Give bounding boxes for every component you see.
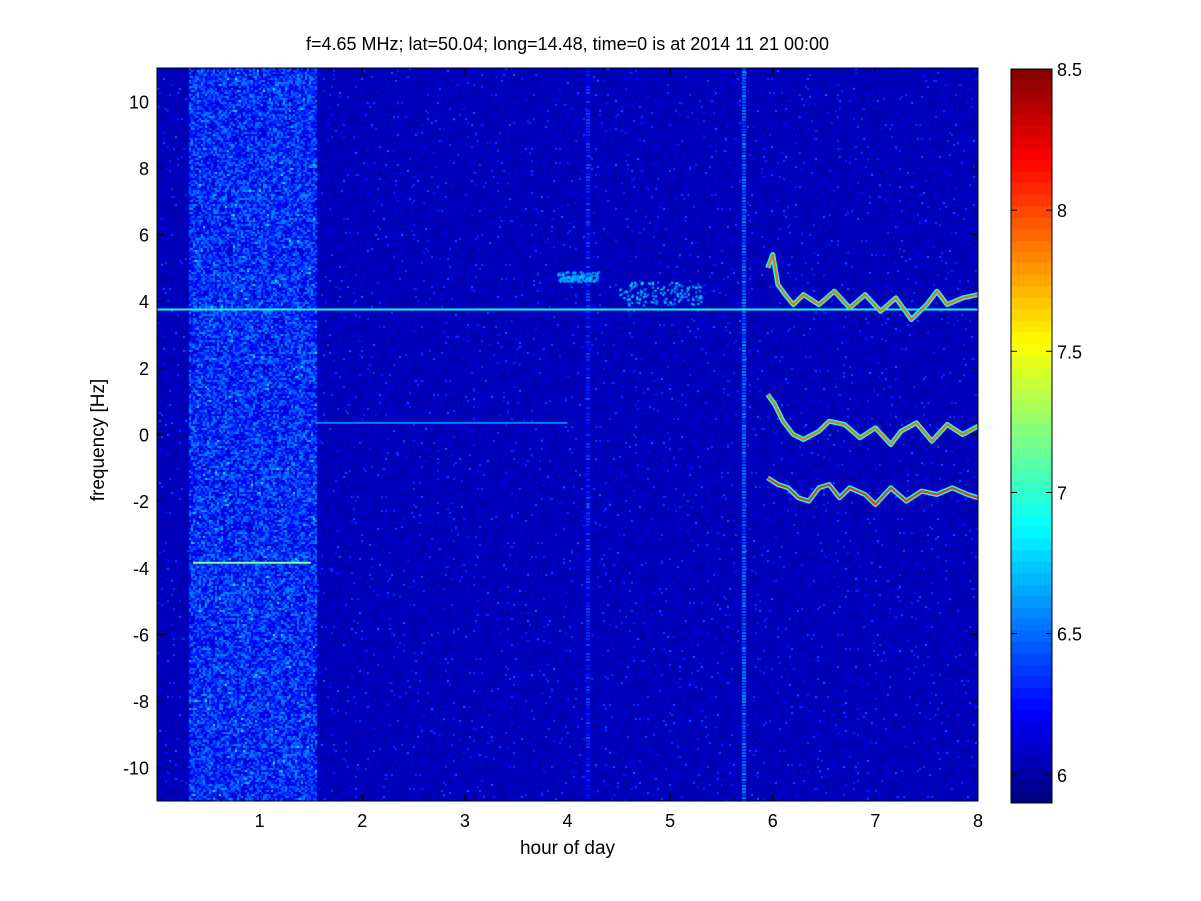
colorbar-tick-label: 6 [1057,766,1067,786]
doppler-trace-6 [766,253,979,321]
colorbar [1011,69,1052,803]
y-tick-label: -2 [133,492,149,512]
y-tick-label: 2 [139,359,149,379]
doppler-trace-8 [767,476,979,506]
y-tick-label: 10 [129,92,149,112]
x-tick-label: 4 [562,811,572,831]
colorbar-tick-label: 8 [1057,201,1067,221]
doppler-trace-7 [766,393,979,446]
colorbar-tick-label: 6.5 [1057,625,1082,645]
colorbar-frame [1010,68,1053,804]
y-tick-label: 6 [139,226,149,246]
y-tick-label: -6 [133,625,149,645]
x-tick-label: 8 [973,811,983,831]
y-tick-label: -10 [123,759,149,779]
y-tick-label: 0 [139,426,149,446]
x-tick-label: 6 [768,811,778,831]
x-tick-label: 2 [357,811,367,831]
chart-title: f=4.65 MHz; lat=50.04; long=14.48, time=… [305,34,830,54]
heatmap-area [157,68,978,801]
x-tick-label: 3 [460,811,470,831]
y-tick-label: 8 [139,159,149,179]
x-tick-label: 5 [665,811,675,831]
y-tick-label: 4 [139,292,149,312]
colorbar-tick-label: 7 [1057,483,1067,503]
x-tick-label: 7 [870,811,880,831]
y-tick-label: -4 [133,559,149,579]
y-tick-label: -8 [133,692,149,712]
x-axis-label: hour of day [519,838,616,859]
colorbar-tick-label: 7.5 [1057,342,1082,362]
colorbar-tick-label: 8.5 [1057,60,1082,80]
x-tick-label: 1 [255,811,265,831]
